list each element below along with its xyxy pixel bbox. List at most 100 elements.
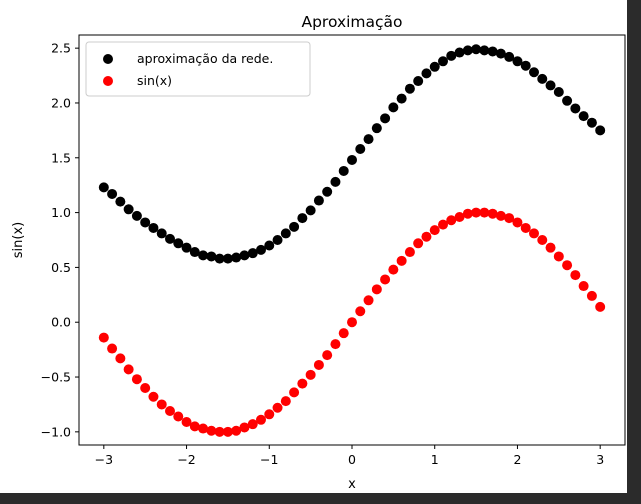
data-point-network (388, 102, 399, 113)
data-point-network (338, 165, 349, 176)
data-point-network (471, 44, 482, 55)
data-point-network (256, 244, 266, 255)
data-point-network (98, 182, 109, 193)
data-point-network (280, 228, 291, 239)
data-point-network (495, 48, 506, 59)
chart-title: Aproximação (301, 13, 402, 31)
data-point-network (165, 233, 175, 244)
data-point-sin (148, 391, 159, 402)
data-point-network (363, 134, 374, 145)
legend-box (85, 41, 311, 97)
data-point-sin (421, 231, 432, 242)
data-point-network (355, 144, 366, 155)
data-point-network (140, 217, 151, 228)
y-tick-label: 0.5 (51, 260, 71, 275)
x-tick-label: −2 (177, 452, 195, 467)
legend: aproximação da rede. sin(x) (85, 41, 311, 97)
data-point-network (504, 51, 515, 62)
y-tick-label: −0.5 (41, 370, 71, 385)
data-point-sin (173, 411, 184, 422)
data-point-network (214, 253, 225, 264)
data-point-network (578, 111, 589, 122)
y-tick-label: 0.0 (51, 315, 71, 330)
data-point-sin (363, 295, 374, 306)
data-point-network (454, 47, 465, 58)
data-point-sin (495, 210, 506, 221)
data-point-network (438, 56, 448, 67)
data-point-network (380, 113, 391, 124)
data-point-network (222, 253, 233, 264)
data-point-sin (189, 421, 200, 432)
data-point-network (313, 195, 324, 206)
data-point-sin (239, 422, 250, 433)
y-tick-label: 2.5 (51, 41, 71, 56)
data-point-sin (272, 402, 283, 413)
data-point-network (429, 61, 440, 72)
data-point-sin (355, 306, 366, 317)
data-point-sin (446, 215, 457, 226)
x-tick-label: 0 (348, 452, 356, 467)
data-point-network (487, 46, 498, 57)
data-point-sin (181, 416, 192, 427)
data-point-sin (380, 274, 391, 285)
data-point-sin (471, 207, 482, 218)
data-point-sin (595, 301, 606, 312)
data-point-network (156, 228, 167, 239)
data-point-sin (388, 264, 399, 275)
data-point-network (148, 222, 159, 233)
data-point-sin (305, 369, 316, 380)
data-point-network (264, 240, 275, 251)
data-point-network (198, 250, 209, 261)
x-tick-label: 1 (431, 452, 439, 467)
data-point-sin (462, 208, 473, 219)
data-point-sin (214, 426, 225, 437)
data-point-sin (131, 374, 142, 385)
x-tick-label: 2 (513, 452, 521, 467)
data-point-network (181, 242, 192, 253)
data-point-sin (313, 359, 324, 370)
data-point-sin (156, 399, 167, 410)
data-point-sin (165, 406, 175, 417)
data-point-sin (545, 242, 556, 253)
data-point-network (347, 154, 357, 165)
data-point-network (512, 56, 523, 67)
data-point-sin (487, 208, 498, 219)
data-point-sin (231, 425, 242, 436)
data-point-sin (280, 396, 291, 407)
data-point-sin (429, 225, 440, 236)
legend-marker-network (103, 54, 113, 64)
data-point-sin (347, 317, 357, 328)
data-point-sin (396, 255, 407, 266)
x-tick-label: 3 (596, 452, 604, 467)
y-tick-label: 2.0 (51, 95, 71, 110)
x-tick-label: −1 (260, 452, 278, 467)
data-point-sin (98, 332, 109, 343)
data-point-network (131, 210, 142, 221)
data-points (98, 44, 606, 437)
data-point-network (529, 67, 539, 78)
data-point-network (545, 80, 556, 91)
data-point-network (247, 248, 258, 259)
data-point-sin (537, 235, 548, 245)
data-point-sin (330, 339, 341, 350)
data-point-network (330, 176, 341, 187)
data-point-sin (413, 238, 424, 249)
data-point-network (446, 50, 457, 61)
y-tick-label: 1.0 (51, 205, 71, 220)
data-point-network (107, 188, 118, 199)
data-point-network (537, 73, 548, 84)
data-point-network (115, 196, 126, 207)
data-point-network (413, 76, 424, 87)
data-point-sin (289, 387, 300, 398)
data-point-network (404, 83, 415, 94)
data-point-sin (404, 247, 415, 258)
data-point-network (206, 251, 217, 262)
data-point-sin (222, 426, 233, 437)
data-point-network (553, 87, 564, 98)
data-point-sin (322, 350, 333, 361)
data-point-network (297, 213, 308, 224)
data-point-sin (438, 219, 448, 230)
y-axis-ticks: −1.0 −0.5 0.0 0.5 1.0 1.5 2.0 2.5 (41, 41, 79, 439)
data-point-sin (123, 364, 134, 375)
data-point-network (479, 45, 490, 56)
